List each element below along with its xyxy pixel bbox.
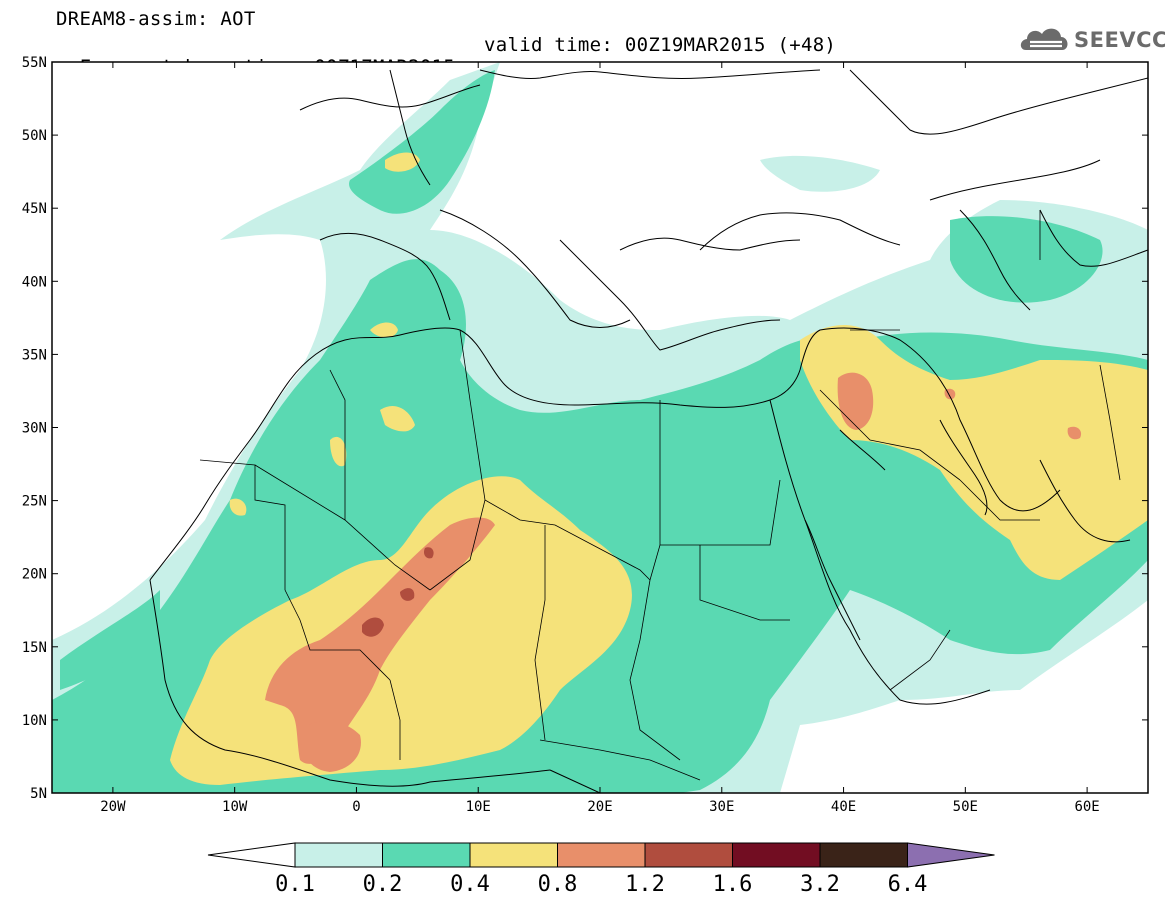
- lon-tick-label: 0: [352, 799, 360, 815]
- colorbar-box: [819, 842, 908, 868]
- colorbar-arrow-high: [907, 842, 995, 868]
- colorbar: 0.1 0.2 0.4 0.8 1.2 1.6 3.2 6.4: [207, 842, 995, 897]
- aot-band-1.2-1.6: [362, 547, 434, 637]
- map-title: DREAM8-assim: AOT: [56, 8, 256, 30]
- lat-tick-label: 15N: [22, 640, 47, 656]
- colorbar-label: 1.6: [713, 872, 753, 897]
- colorbar-arrow-low: [207, 842, 296, 868]
- lat-tick-label: 10N: [22, 713, 47, 729]
- lon-tick-label: 10W: [222, 799, 248, 815]
- aot-shaded-field: [52, 62, 1148, 793]
- lat-tick-label: 5N: [30, 786, 47, 802]
- cloud-logo-icon: [1020, 28, 1068, 50]
- lat-tick-label: 50N: [22, 128, 47, 144]
- colorbar-box: [469, 842, 558, 868]
- seevccc-logo: SEEVCCC: [1018, 22, 1165, 58]
- logo-text: SEEVCCC: [1074, 28, 1165, 52]
- lon-tick-label: 50E: [953, 799, 978, 815]
- longitude-axis: 20W 10W 0 10E 20E 30E 40E 50E 60E: [100, 62, 1100, 815]
- lon-tick-label: 30E: [709, 799, 734, 815]
- coastlines: [149, 69, 1148, 793]
- lon-tick-label: 10E: [466, 799, 491, 815]
- lat-tick-label: 30N: [22, 421, 47, 437]
- colorbar-box: [644, 842, 733, 868]
- colorbar-box: [294, 842, 383, 868]
- colorbar-label: 3.2: [800, 872, 840, 897]
- lat-tick-label: 55N: [22, 55, 47, 71]
- country-borders: [199, 210, 1121, 781]
- colorbar-box: [382, 842, 471, 868]
- colorbar-label: 0.1: [275, 872, 315, 897]
- lat-tick-label: 20N: [22, 567, 47, 583]
- colorbar-label: 6.4: [888, 872, 928, 897]
- colorbar-box: [732, 842, 821, 868]
- lon-tick-label: 20E: [587, 799, 612, 815]
- colorbar-label: 0.8: [538, 872, 578, 897]
- colorbar-label: 1.2: [625, 872, 665, 897]
- lat-tick-label: 35N: [22, 347, 47, 363]
- lat-tick-label: 45N: [22, 201, 47, 217]
- lon-tick-label: 40E: [831, 799, 856, 815]
- colorbar-label: 0.4: [450, 872, 490, 897]
- latitude-axis: 55N 50N 45N 40N 35N 30N 25N 20N 15N 10N 5N: [22, 55, 1148, 802]
- valid-time: valid time: 00Z19MAR2015 (+48): [484, 34, 837, 56]
- colorbar-box: [557, 842, 646, 868]
- colorbar-label: 0.2: [363, 872, 403, 897]
- aot-band-0.8-1.2: [265, 372, 1082, 772]
- lon-tick-label: 20W: [100, 799, 126, 815]
- lat-tick-label: 25N: [22, 494, 47, 510]
- lat-tick-label: 40N: [22, 274, 47, 290]
- lon-tick-label: 60E: [1074, 799, 1099, 815]
